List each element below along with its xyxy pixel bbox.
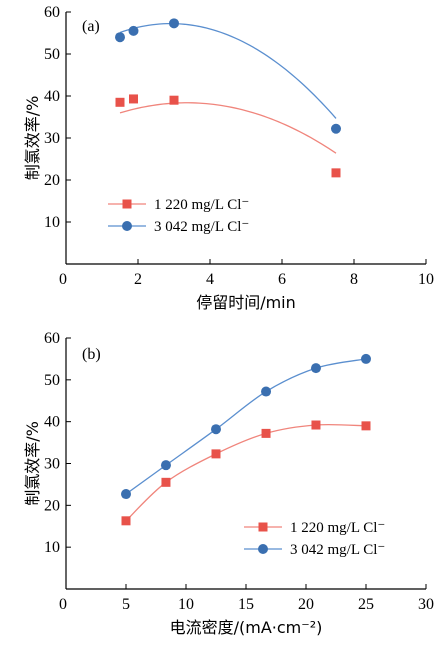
y-axis-title: 制氯效率/%	[23, 96, 42, 181]
x-tick-label: 0	[59, 596, 67, 613]
y-tick-label: 50	[44, 372, 60, 389]
panel-label: (b)	[82, 346, 101, 363]
series-line-1	[125, 358, 367, 495]
legend-entry: 3 042 mg/L Cl⁻	[154, 219, 249, 235]
y-tick-label: 60	[44, 330, 60, 347]
data-point	[160, 460, 171, 471]
x-tick-label: 20	[298, 596, 314, 613]
x-tick-label: 10	[418, 271, 434, 288]
x-tick-label: 30	[418, 596, 434, 613]
y-tick-label: 60	[44, 4, 60, 21]
legend-marker	[122, 199, 132, 209]
data-point	[211, 424, 221, 435]
x-tick-label: 8	[350, 271, 358, 288]
data-point	[331, 123, 341, 134]
panel-label: (a)	[82, 18, 100, 35]
series-line-0	[119, 102, 337, 154]
x-tick-label: 25	[358, 596, 374, 613]
data-point	[311, 420, 321, 430]
data-point	[161, 477, 171, 487]
chart-panel-0: 0 2 4 6 8 10 10 20 30 40 50 60 (a) 停留时间/min 制氯效率/% 1 22…	[23, 4, 434, 312]
data-point	[121, 489, 131, 500]
y-tick-label: 40	[44, 88, 60, 105]
legend-entry: 1 220 mg/L Cl⁻	[154, 197, 249, 213]
series-line-1	[119, 22, 337, 119]
y-tick-label: 20	[44, 497, 60, 514]
data-point	[128, 25, 139, 36]
legend-marker	[258, 544, 268, 554]
data-point	[115, 32, 125, 43]
y-tick-label: 30	[44, 456, 60, 473]
data-point	[310, 363, 321, 374]
y-tick-label: 30	[44, 130, 60, 147]
data-point	[331, 168, 341, 178]
y-axis-title: 制氯效率/%	[23, 421, 42, 506]
x-axis-title: 停留时间/min	[196, 293, 296, 312]
x-tick-label: 10	[178, 596, 194, 613]
data-point	[169, 95, 179, 105]
data-point	[261, 386, 272, 397]
series-line-0	[125, 423, 367, 522]
data-point	[361, 353, 371, 364]
y-tick-label: 20	[44, 172, 60, 189]
x-tick-label: 4	[206, 271, 214, 288]
x-tick-label: 6	[278, 271, 286, 288]
y-tick-label: 40	[44, 414, 60, 431]
data-point	[121, 516, 131, 526]
y-tick-label: 50	[44, 46, 60, 63]
legend-marker	[258, 522, 268, 532]
data-point	[361, 421, 371, 431]
data-point	[261, 428, 271, 438]
data-point	[115, 97, 125, 107]
y-tick-label: 10	[44, 214, 60, 231]
legend-entry: 1 220 mg/L Cl⁻	[290, 520, 385, 536]
x-axis-title: 电流密度/(mA·cm⁻²)	[170, 618, 323, 637]
data-point	[129, 94, 138, 104]
x-tick-label: 0	[59, 271, 67, 288]
data-point	[169, 18, 179, 29]
x-tick-label: 5	[122, 596, 130, 613]
chart-panel-1: 0 5 10 15 20 25 30 10 20 30 40 50 60 (b) 电流密度/(mA·cm⁻²…	[23, 330, 434, 637]
legend-entry: 3 042 mg/L Cl⁻	[290, 542, 385, 558]
legend-marker	[122, 221, 132, 231]
data-point	[211, 449, 221, 459]
x-tick-label: 15	[238, 596, 254, 613]
y-tick-label: 10	[44, 539, 60, 556]
x-tick-label: 2	[134, 271, 142, 288]
